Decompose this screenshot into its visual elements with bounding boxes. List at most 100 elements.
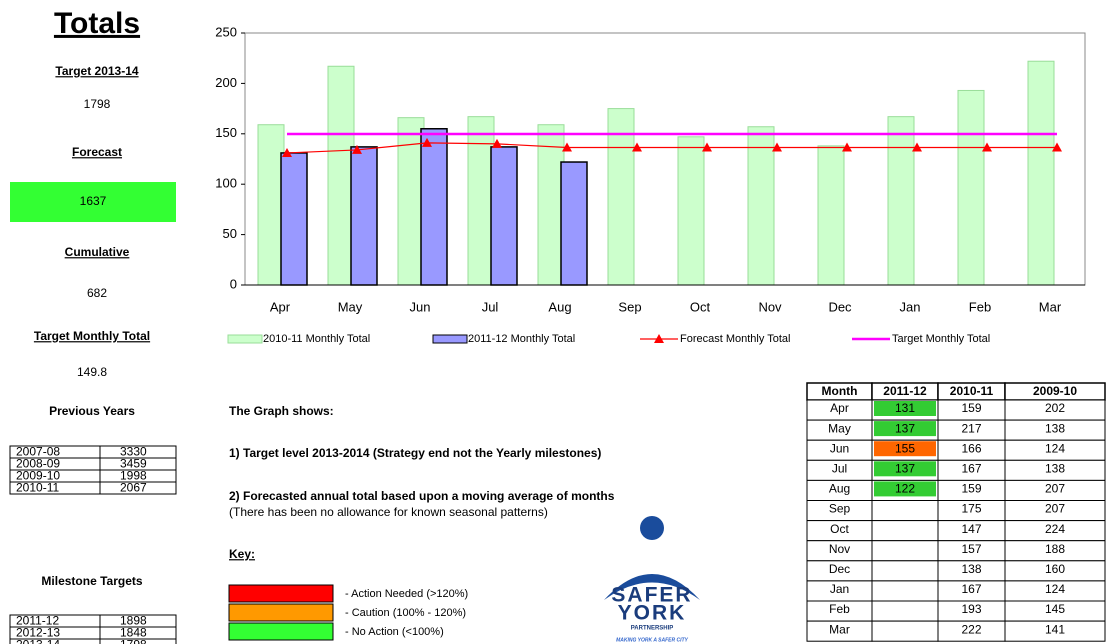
bar <box>490 146 518 286</box>
x-tick-label: Nov <box>758 299 782 314</box>
marker <box>772 142 782 152</box>
table-text: 137 <box>895 421 915 435</box>
marker <box>982 142 992 152</box>
x-tick-label: Dec <box>828 299 852 314</box>
bar <box>607 108 635 286</box>
table-text: 157 <box>961 542 981 556</box>
legend-label: 2010-11 Monthly Total <box>263 333 370 345</box>
table-cell <box>871 540 939 562</box>
target-value: 1798 <box>84 97 111 111</box>
table-text: 122 <box>895 482 915 496</box>
table-text: Nov <box>829 542 850 556</box>
table-text: 217 <box>961 421 981 435</box>
x-tick-label: May <box>338 299 363 314</box>
table-text: 193 <box>961 602 981 616</box>
table-text: 222 <box>961 622 981 636</box>
y-tick-label: 50 <box>223 226 237 241</box>
table-text: 138 <box>1045 461 1065 475</box>
x-tick-label: Mar <box>1039 299 1062 314</box>
table-cell <box>1004 620 1106 642</box>
y-tick-label: 100 <box>215 176 237 191</box>
bar <box>537 124 565 286</box>
bar <box>467 116 495 286</box>
bar <box>817 145 845 286</box>
table-text: 1898 <box>120 614 147 628</box>
bar <box>560 161 588 286</box>
note: 2) Forecasted annual total based upon a … <box>229 489 615 503</box>
status-cell <box>874 481 936 497</box>
marker <box>912 142 922 152</box>
bar <box>677 136 705 286</box>
bar <box>887 116 915 286</box>
status-cell <box>874 441 936 457</box>
legend-label: Target Monthly Total <box>892 333 990 345</box>
marker <box>282 147 292 157</box>
table-text: 167 <box>961 461 981 475</box>
key-label: - Action Needed (>120%) <box>345 588 468 600</box>
monthly-value: 149.8 <box>77 365 107 379</box>
totals-title: Totals <box>54 7 140 40</box>
x-tick-label: Jul <box>482 299 499 314</box>
status-cell <box>874 401 936 416</box>
logo: SAFER YORK PARTNERSHIP MAKING YORK A SAF… <box>604 516 700 643</box>
x-tick-label: Feb <box>969 299 991 314</box>
table-text: 124 <box>1045 582 1065 596</box>
table-text: 159 <box>961 482 981 496</box>
table-cell <box>871 560 939 582</box>
bar <box>420 128 448 286</box>
bar <box>747 126 775 286</box>
table-text: 1798 <box>120 638 147 644</box>
table-text: 1998 <box>120 469 147 483</box>
logo-text: PARTNERSHIP <box>631 626 674 632</box>
logo-tagline: MAKING YORK A SAFER CITY <box>616 637 688 643</box>
table-text: 2010-11 <box>16 481 59 495</box>
marker <box>702 142 712 152</box>
table-text: 138 <box>961 562 981 576</box>
table-text: 159 <box>961 401 981 415</box>
milestones-title: Milestone Targets <box>41 574 142 588</box>
table-header: Month <box>822 384 858 398</box>
table-text: 2067 <box>120 481 147 495</box>
bar <box>350 146 378 286</box>
x-tick-label: Oct <box>690 299 711 314</box>
table-text: 2011-12 <box>16 614 59 628</box>
notes-title: The Graph shows: <box>229 404 334 418</box>
table-header: 2011-12 <box>883 384 927 398</box>
legend-swatch <box>432 334 468 344</box>
legend-label: 2011-12 Monthly Total <box>468 333 575 345</box>
table-text: May <box>828 421 851 435</box>
legend-swatch <box>227 334 263 344</box>
y-tick-label: 200 <box>215 75 237 90</box>
status-cell <box>874 461 936 477</box>
status-cell <box>874 421 936 437</box>
table-text: 2012-13 <box>16 626 60 640</box>
table-text: 207 <box>1045 502 1065 516</box>
key-title: Key: <box>229 547 255 561</box>
key-label: - Caution (100% - 120%) <box>345 607 466 619</box>
bar <box>397 117 425 286</box>
table-text: Apr <box>830 401 849 415</box>
table-text: 145 <box>1045 602 1065 616</box>
key-label: - No Action (<100%) <box>345 626 444 638</box>
table-text: 3330 <box>120 445 147 459</box>
table-text: Aug <box>829 482 850 496</box>
y-tick-label: 150 <box>215 125 237 140</box>
table-text: 167 <box>961 582 981 596</box>
table-cell <box>871 620 939 642</box>
previous-years-title: Previous Years <box>49 404 135 418</box>
table-text: Mar <box>829 622 850 636</box>
table-text: 160 <box>1045 562 1065 576</box>
marker <box>632 142 642 152</box>
bar <box>257 124 285 286</box>
monthly-label: Target Monthly Total <box>34 329 150 343</box>
bar <box>1027 60 1055 286</box>
table-cell <box>871 600 939 622</box>
marker <box>422 137 432 147</box>
marker <box>352 144 362 154</box>
marker <box>842 142 852 152</box>
table-text: Dec <box>829 562 850 576</box>
table-text: 124 <box>1045 441 1065 455</box>
cumulative-value: 682 <box>87 286 107 300</box>
x-tick-label: Apr <box>270 299 291 314</box>
